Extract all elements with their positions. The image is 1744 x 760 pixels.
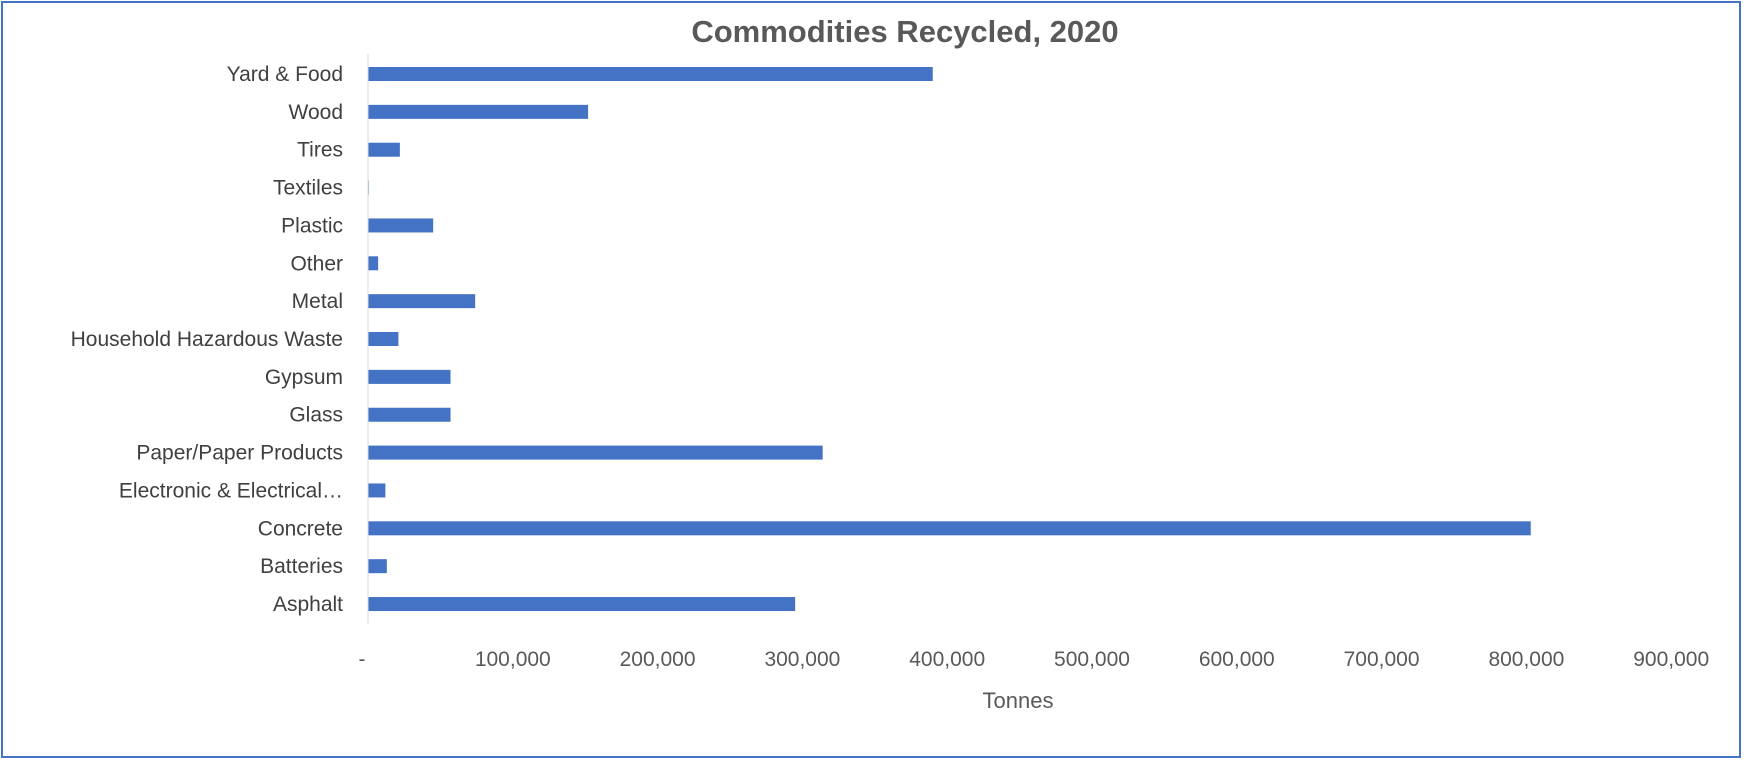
- category-label: Wood: [289, 101, 343, 124]
- bars-layer: [368, 67, 1531, 612]
- x-tick-labels: - 100,000 200,000 300,000 400,000 500,000 600,…: [359, 648, 1710, 671]
- x-tick-label: 600,000: [1199, 648, 1275, 671]
- x-tick-label: -: [359, 648, 366, 671]
- x-tick-label: 300,000: [764, 648, 840, 671]
- bar: [368, 369, 451, 384]
- category-label: Electronic & Electrical…: [119, 479, 343, 502]
- x-axis-title: Tonnes: [983, 688, 1054, 713]
- category-label: Concrete: [258, 517, 343, 540]
- x-tick-label: 500,000: [1054, 648, 1130, 671]
- x-tick-label: 900,000: [1633, 648, 1709, 671]
- x-tick-label: 800,000: [1488, 648, 1564, 671]
- category-label: Paper/Paper Products: [136, 442, 343, 465]
- category-label: Tires: [297, 139, 343, 162]
- bar: [368, 67, 933, 81]
- bar: [368, 445, 823, 460]
- x-tick-label: 200,000: [620, 648, 696, 671]
- bar: [368, 294, 476, 309]
- category-label: Plastic: [281, 214, 343, 237]
- category-label: Yard & Food: [227, 63, 343, 86]
- x-tick-label: 700,000: [1344, 648, 1420, 671]
- bar: [368, 407, 451, 422]
- bar: [368, 597, 796, 612]
- category-label: Household Hazardous Waste: [71, 328, 343, 351]
- x-tick-label: 100,000: [475, 648, 551, 671]
- category-label: Batteries: [260, 555, 343, 578]
- bar: [368, 256, 379, 271]
- category-labels: Yard & Food Wood Tires Textiles Plastic Other…: [71, 63, 344, 616]
- bar: [368, 559, 387, 574]
- category-label: Other: [290, 252, 343, 275]
- category-label: Gypsum: [265, 366, 343, 389]
- bar: [368, 521, 1531, 536]
- bar: [368, 332, 399, 347]
- category-label: Asphalt: [273, 593, 343, 616]
- category-label: Glass: [289, 404, 343, 427]
- bar: [368, 483, 386, 498]
- bar: [368, 104, 589, 119]
- category-label: Metal: [292, 290, 343, 313]
- bar: [368, 218, 434, 233]
- chart-title: Commodities Recycled, 2020: [691, 14, 1119, 49]
- bar: [368, 142, 400, 157]
- x-tick-label: 400,000: [909, 648, 985, 671]
- category-label: Textiles: [273, 177, 343, 200]
